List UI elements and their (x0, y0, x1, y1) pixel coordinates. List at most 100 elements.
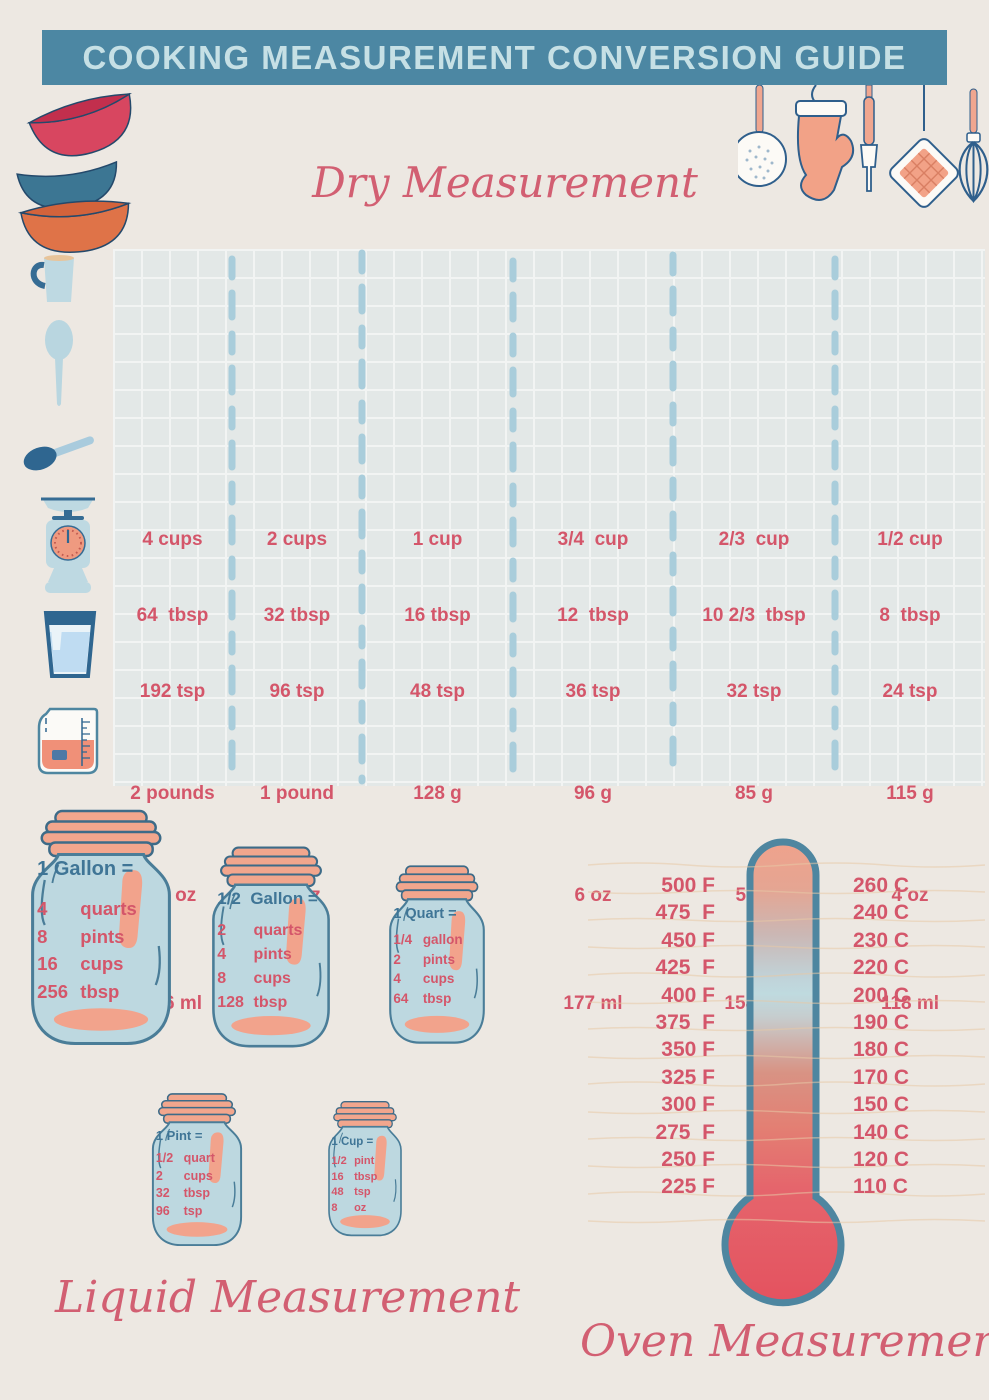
dry-cell: 48 tsp (410, 681, 465, 702)
skimmer-icon (738, 85, 787, 187)
table-row: 4 cups 2 cups 1 cup 3/4 cup 2/3 cup 1/2 … (113, 520, 985, 560)
temp-c: 260 C (853, 874, 910, 897)
thermometer-icon (721, 838, 845, 1307)
temp-f: 225 F (661, 1175, 715, 1199)
temp-c: 120 C (853, 1147, 910, 1171)
jar-row: 8 oz (331, 1201, 367, 1214)
jar-row: 2 pints (393, 951, 456, 967)
jar-text: 1 Quart = 1/4 gallon 2 pints 4 cups 64 tbsp (393, 864, 482, 1008)
pot-holder-icon (889, 85, 959, 208)
jar-title: 1/2 Gallon = (217, 889, 318, 908)
oven-measurement-heading: Oven Measurement (580, 1316, 989, 1367)
jar-title: 1 Quart = (393, 906, 457, 922)
dry-measurement-table: 4 cups 2 cups 1 cup 3/4 cup 2/3 cup 1/2 … (113, 249, 985, 1014)
jar-row: 1/2 pint (331, 1155, 375, 1167)
fahrenheit-column: 500 F 475 F 450 F 425 F 400 F 375 F 350 … (585, 872, 715, 1201)
dry-cell: 2/3 cup (718, 529, 790, 550)
glass-icon (43, 611, 97, 678)
temp-c: 170 C (853, 1065, 910, 1089)
dry-cell: 2 pounds (130, 783, 215, 804)
jar-row: 16 tbsp (331, 1170, 378, 1183)
jar-row: 2 cups (155, 1168, 213, 1183)
jar-row: 96 tsp (155, 1203, 203, 1218)
dry-cell: 32 tsp (726, 681, 782, 702)
dry-cell: 115 g (886, 783, 934, 804)
jar-row: 16 cups (37, 953, 124, 974)
dry-measurement-heading: Dry Measurement (312, 158, 698, 207)
table-row: 2 pounds 1 pound 128 g 96 g 85 g 115 g (113, 774, 985, 814)
temp-f: 250 F (661, 1147, 715, 1171)
temp-f: 325 F (661, 1065, 715, 1089)
dry-cell: 192 tsp (139, 681, 206, 702)
jar-1-quart: 1 Quart = 1/4 gallon 2 pints 4 cups 64 tbsp (385, 864, 489, 1046)
jar-row: 32 tbsp (155, 1186, 211, 1200)
teaspoon-icon (23, 436, 94, 471)
temp-c: 190 C (853, 1010, 910, 1034)
temp-f: 450 F (661, 928, 715, 952)
dry-cell: 1 pound (260, 783, 334, 804)
dry-cell: 85 g (734, 783, 774, 804)
jar-row: 4 pints (217, 946, 292, 963)
table-row: 192 tsp 96 tsp 48 tsp 36 tsp 32 tsp 24 t… (113, 672, 985, 712)
oven-mitt-icon (795, 85, 855, 201)
jar-half-gallon: 1/2 Gallon = 2 quarts 4 pints 8 cups 128 tbs… (207, 845, 335, 1050)
dry-cell: 1/2 cup (877, 529, 943, 550)
temp-c: 220 C (853, 956, 910, 980)
temp-c: 110 C (853, 1175, 908, 1199)
dry-cell: 4 cups (142, 529, 203, 550)
temp-f: 425 F (655, 956, 715, 980)
tablespoon-icon (45, 320, 73, 406)
jar-text: 1 Cup = 1/2 pint 16 tbsp 48 tsp 8 oz (331, 1100, 400, 1216)
jar-row: 1/2 quart (155, 1151, 215, 1165)
column-dividers (228, 249, 839, 786)
dry-cell: 2 cups (266, 529, 328, 550)
dry-cell: 3/4 cup (557, 529, 629, 550)
jar-row: 128 tbsp (217, 994, 288, 1011)
title-banner: COOKING MEASUREMENT CONVERSION GUIDE (42, 30, 947, 85)
mug-icon (30, 255, 74, 302)
dry-cell: 8 tbsp (879, 605, 941, 626)
dry-cell: 96 tsp (269, 681, 325, 702)
temp-c: 230 C (853, 928, 910, 952)
dry-cell: 32 tbsp (263, 605, 331, 626)
jar-1-pint: 1 Pint = 1/2 quart 2 cups 32 tbsp 96 tsp (148, 1092, 246, 1248)
jar-row: 8 pints (37, 925, 125, 947)
jar-row: 4 quarts (37, 898, 137, 919)
jar-row: 256 tbsp (37, 980, 120, 1002)
jar-title: 1 Gallon = (37, 858, 134, 880)
dry-cell: 16 tbsp (404, 605, 471, 626)
temp-c: 140 C (853, 1120, 910, 1144)
jar-title: 1 Pint = (155, 1128, 203, 1143)
jar-row: 4 cups (393, 971, 455, 986)
page-title: COOKING MEASUREMENT CONVERSION GUIDE (82, 39, 907, 76)
jar-row: 64 tbsp (393, 990, 452, 1006)
celsius-column: 260 C 240 C 230 C 220 C 200 C 190 C 180 … (853, 872, 989, 1201)
jar-row: 1/4 gallon (393, 932, 463, 947)
temp-c: 180 C (853, 1038, 910, 1062)
dry-cell: 10 2/3 tbsp (702, 605, 806, 626)
kitchen-scale-icon (41, 497, 95, 593)
temp-f: 300 F (661, 1093, 715, 1117)
jar-title: 1 Cup = (331, 1136, 374, 1148)
temp-f: 400 F (661, 983, 715, 1007)
jar-1-cup: 1 Cup = 1/2 pint 16 tbsp 48 tsp 8 oz (325, 1100, 405, 1238)
temp-f: 375 F (655, 1010, 715, 1034)
jar-row: 48 tsp (331, 1186, 371, 1198)
jar-1-gallon: 1 Gallon = 4 quarts 8 pints 16 cups 256 tbsp (25, 808, 177, 1048)
dry-cell: 128 g (413, 783, 462, 804)
temp-c: 150 C (853, 1093, 910, 1117)
measuring-beaker-icon (37, 707, 99, 775)
fork-icon (860, 85, 878, 192)
jar-text: 1 Gallon = 4 quarts 8 pints 16 cups 256 tbsp (37, 808, 168, 1005)
dry-cell: 96 g (573, 783, 613, 804)
jar-row: 8 cups (217, 970, 291, 987)
whisk-icon (958, 88, 989, 204)
jar-text: 1 Pint = 1/2 quart 2 cups 32 tbsp 96 tsp (156, 1092, 240, 1220)
temp-c: 240 C (853, 901, 910, 925)
dry-cell: 36 tsp (565, 681, 621, 702)
jar-row: 2 quarts (217, 922, 303, 939)
dry-cell: 64 tbsp (136, 605, 209, 626)
hanging-utensils-icon (738, 85, 989, 208)
temp-f: 475 F (655, 901, 715, 925)
temp-f: 275 F (655, 1120, 715, 1144)
